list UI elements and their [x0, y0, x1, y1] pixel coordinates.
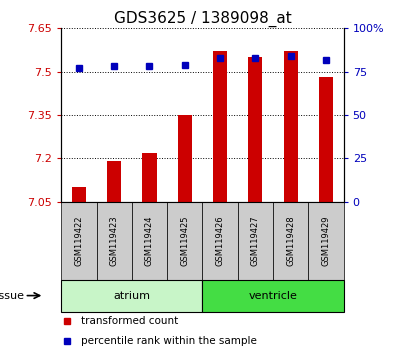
Bar	[96, 202, 132, 280]
Bar	[202, 280, 344, 312]
Text: GSM119428: GSM119428	[286, 215, 295, 266]
Bar	[248, 57, 262, 202]
Text: GSM119426: GSM119426	[216, 215, 225, 266]
Text: GSM119429: GSM119429	[322, 216, 331, 266]
Bar	[213, 51, 227, 202]
Text: GSM119424: GSM119424	[145, 216, 154, 266]
Bar	[61, 202, 96, 280]
Title: GDS3625 / 1389098_at: GDS3625 / 1389098_at	[113, 11, 292, 27]
Text: GSM119423: GSM119423	[110, 215, 118, 266]
Bar	[319, 78, 333, 202]
Text: percentile rank within the sample: percentile rank within the sample	[81, 336, 257, 346]
Bar	[308, 202, 344, 280]
Text: tissue: tissue	[0, 291, 24, 301]
Bar	[132, 202, 167, 280]
Bar	[284, 51, 298, 202]
Text: transformed count: transformed count	[81, 316, 178, 326]
Bar	[61, 280, 202, 312]
Bar	[143, 153, 156, 202]
Text: GSM119425: GSM119425	[180, 216, 189, 266]
Bar	[72, 187, 86, 202]
Text: GSM119427: GSM119427	[251, 215, 260, 266]
Bar	[273, 202, 308, 280]
Bar	[178, 115, 192, 202]
Text: GSM119422: GSM119422	[74, 216, 83, 266]
Bar	[202, 202, 238, 280]
Bar	[238, 202, 273, 280]
Bar	[107, 161, 121, 202]
Bar	[167, 202, 202, 280]
Text: atrium: atrium	[113, 291, 150, 301]
Text: ventricle: ventricle	[248, 291, 297, 301]
